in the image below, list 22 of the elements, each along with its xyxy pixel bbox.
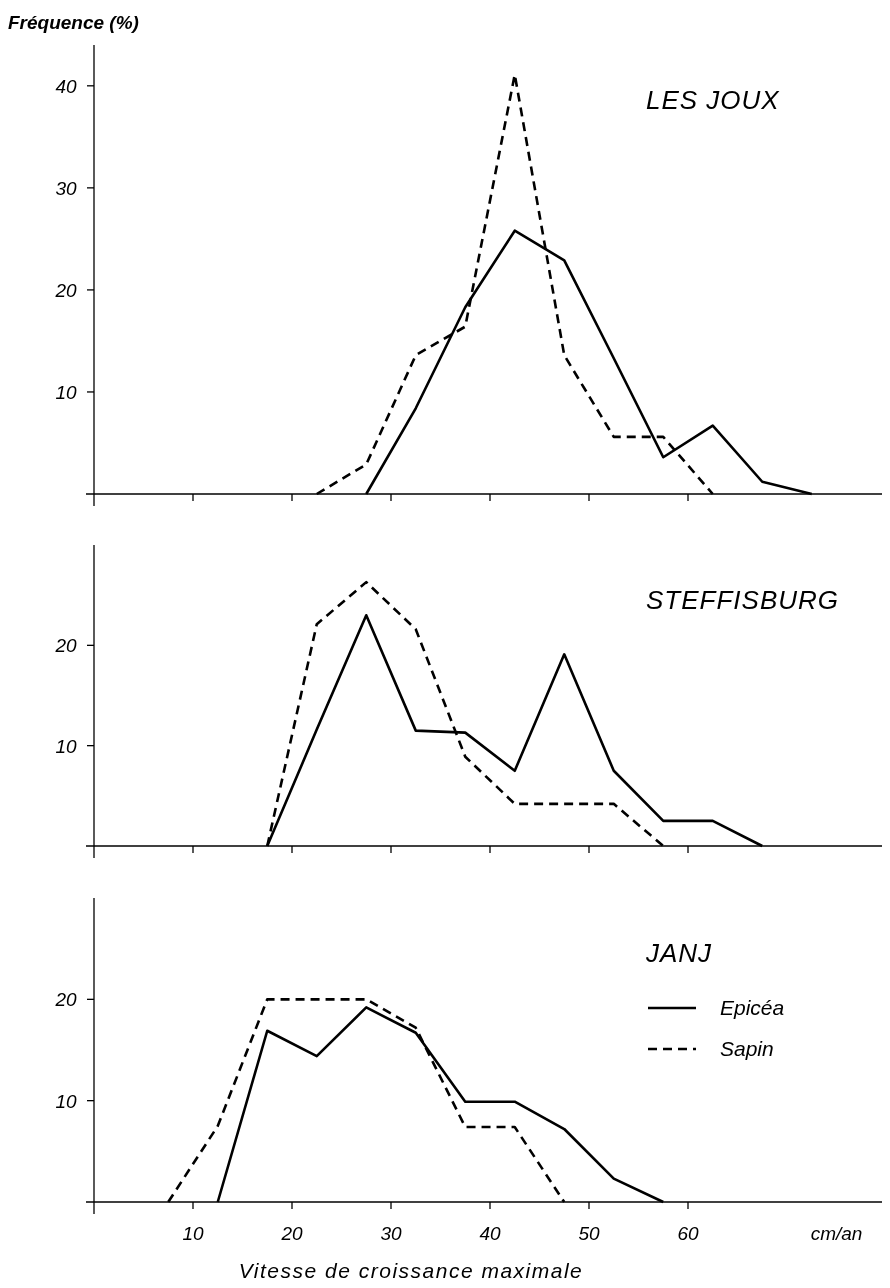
- y-tick-label: 10: [55, 735, 77, 757]
- y-tick-label: 30: [55, 177, 77, 199]
- text: STEFFISBURG: [646, 585, 840, 615]
- text: JANJ: [645, 938, 713, 968]
- legend-label: Epicéa: [720, 996, 785, 1019]
- y-tick-label: 10: [55, 381, 77, 403]
- x-tick-label: 50: [578, 1223, 600, 1244]
- text: LES JOUX: [646, 85, 781, 115]
- y-tick-label: 40: [55, 75, 77, 97]
- y-tick-label: 10: [55, 1090, 77, 1112]
- x-tick-label: 30: [380, 1223, 402, 1244]
- x-tick-label: 60: [677, 1223, 699, 1244]
- x-tick-label: 40: [479, 1223, 501, 1244]
- y-tick-label: 20: [54, 989, 77, 1011]
- y-tick-label: 20: [54, 279, 77, 301]
- y-axis-title: Fréquence (%): [8, 12, 139, 33]
- y-tick-label: 20: [54, 635, 77, 657]
- x-tick-label: 20: [280, 1223, 303, 1244]
- x-axis-title: Vitesse de croissance maximale: [238, 1259, 584, 1282]
- text: cm/an: [810, 1223, 863, 1244]
- x-tick-label: 10: [182, 1223, 204, 1244]
- legend-label: Sapin: [720, 1037, 774, 1060]
